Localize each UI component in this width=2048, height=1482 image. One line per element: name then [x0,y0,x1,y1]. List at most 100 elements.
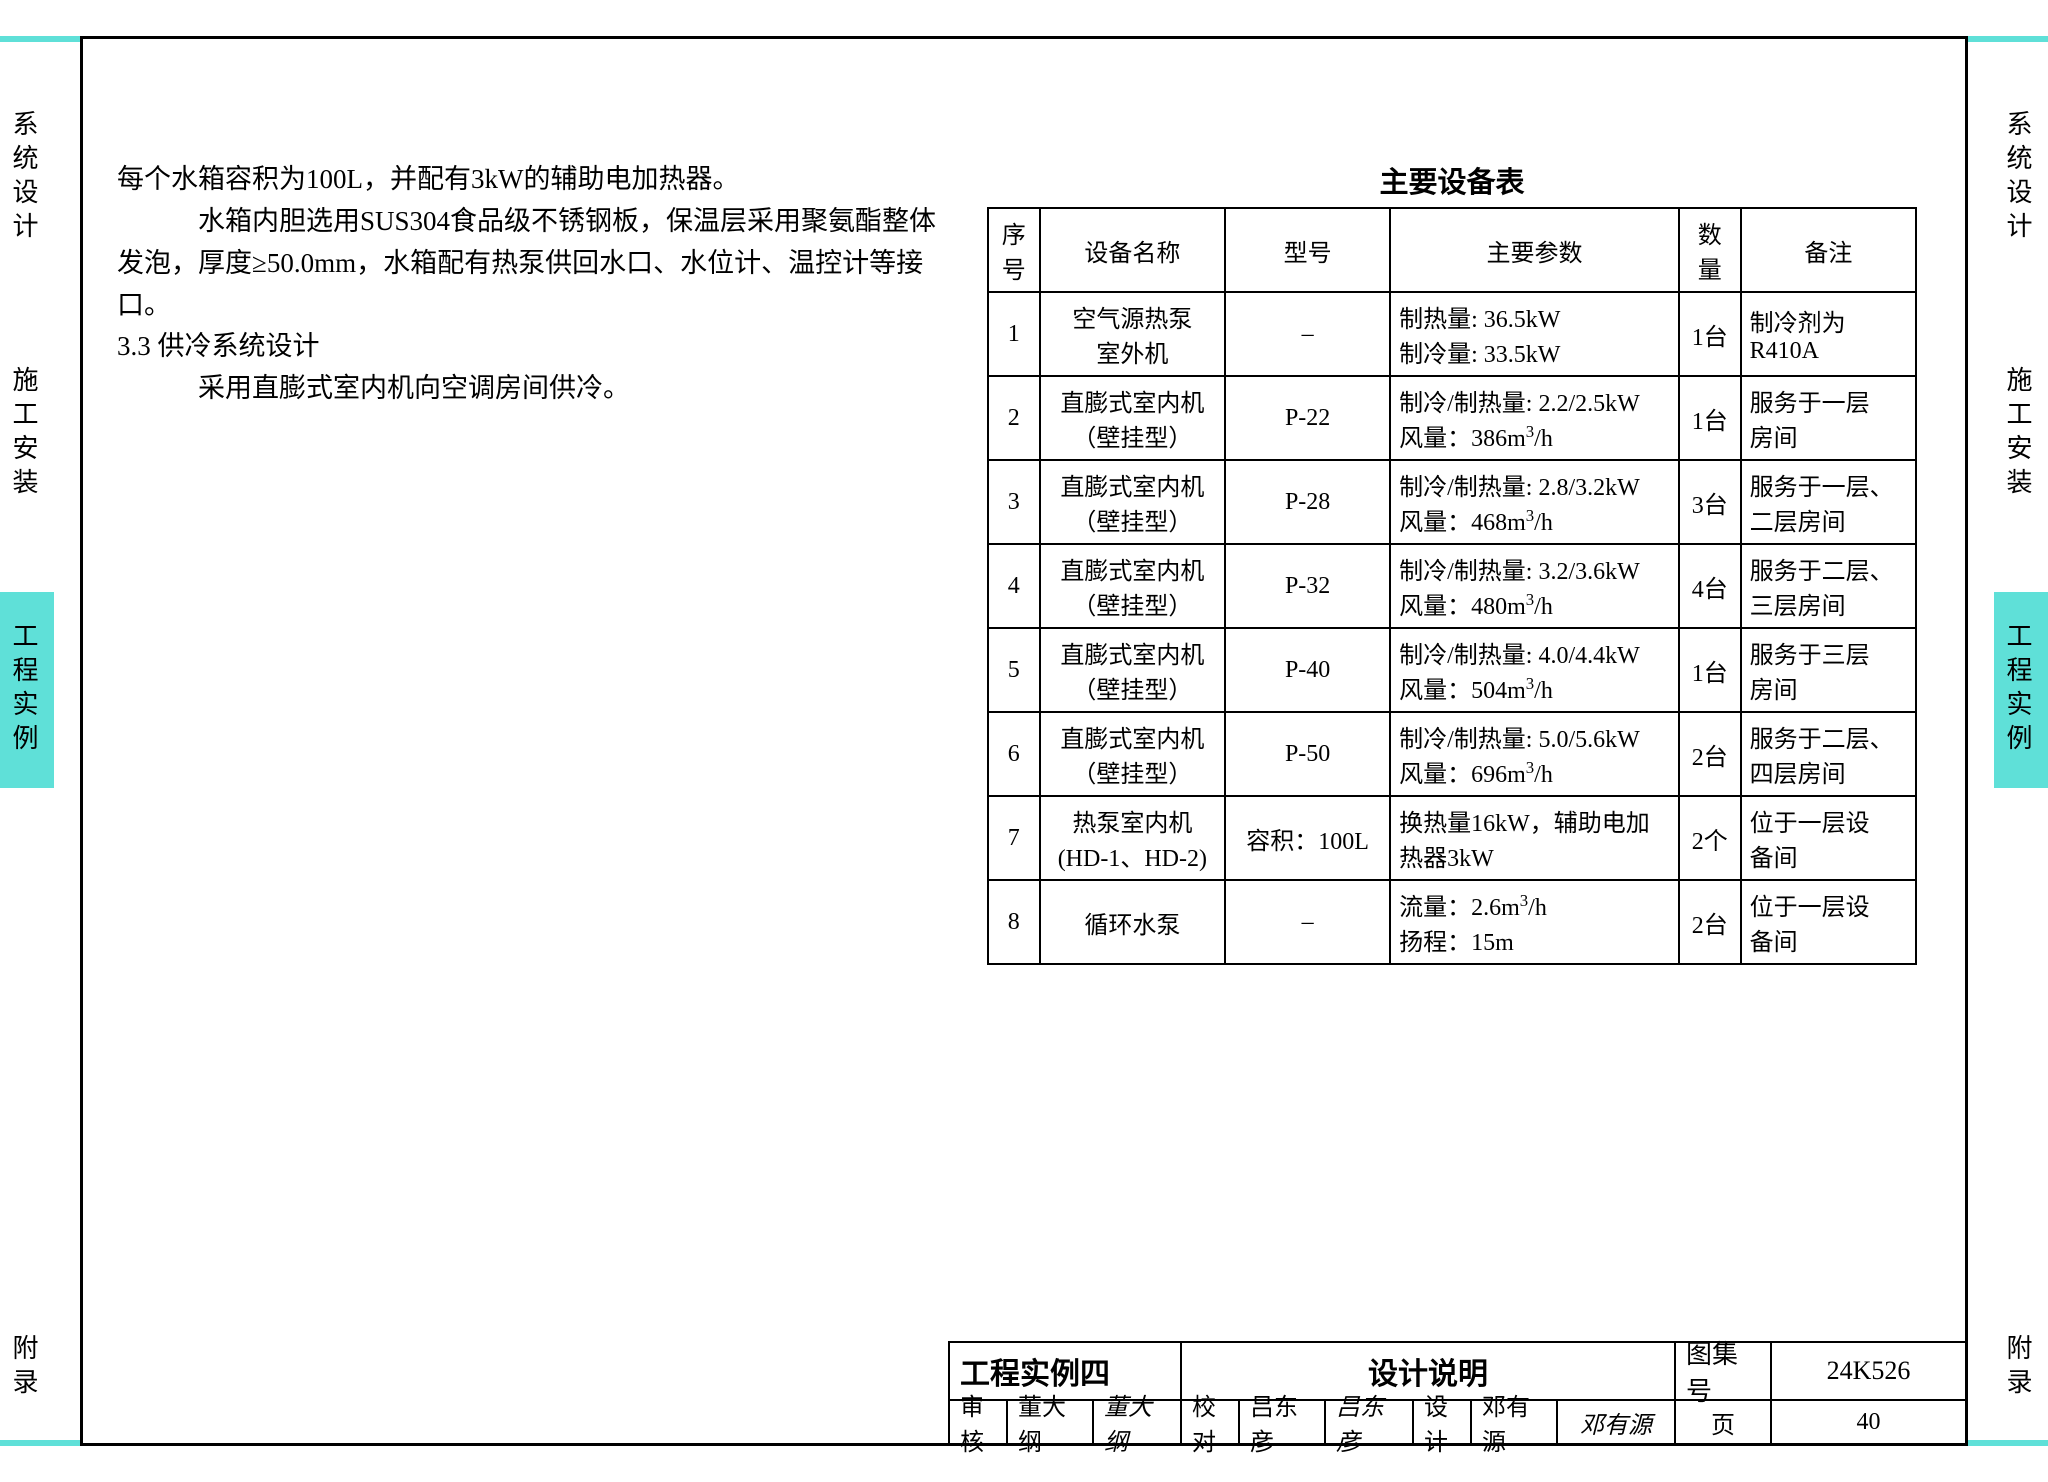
td-qty: 3台 [1679,460,1741,544]
review-name: 董大纲 [1008,1401,1094,1443]
table-row: 7热泵室内机(HD-1、HD-2)容积：100L换热量16kW，辅助电加热器3k… [988,796,1916,880]
content-area: 每个水箱容积为100L，并配有3kW的辅助电加热器。 水箱内胆选用SUS304食… [117,159,1931,410]
td-param: 流量：2.6m3/h扬程：15m [1390,880,1679,964]
td-qty: 2个 [1679,796,1741,880]
equipment-table: 序号 设备名称 型号 主要参数 数量 备注 1空气源热泵室外机–制热量: 36.… [987,207,1917,965]
td-note: 服务于一层、二层房间 [1741,460,1916,544]
th-name: 设备名称 [1040,208,1226,292]
atlas-label: 图集号 [1676,1343,1772,1401]
td-param: 换热量16kW，辅助电加热器3kW [1390,796,1679,880]
td-param: 制冷/制热量: 2.8/3.2kW风量：468m3/h [1390,460,1679,544]
td-param: 制冷/制热量: 3.2/3.6kW风量：480m3/h [1390,544,1679,628]
th-model: 型号 [1225,208,1390,292]
td-model: – [1225,880,1390,964]
td-qty: 1台 [1679,376,1741,460]
td-name: 直膨式室内机（壁挂型） [1040,544,1226,628]
td-qty: 2台 [1679,712,1741,796]
tab-engineering-case-r[interactable]: 工程实例 [1994,592,2048,788]
design-sig: 邓有源 [1558,1401,1676,1443]
td-name: 直膨式室内机（壁挂型） [1040,628,1226,712]
td-param: 制冷/制热量: 5.0/5.6kW风量：696m3/h [1390,712,1679,796]
td-seq: 7 [988,796,1040,880]
td-model: – [1225,292,1390,376]
table-row: 2直膨式室内机（壁挂型）P-22制冷/制热量: 2.2/2.5kW风量：386m… [988,376,1916,460]
td-name: 空气源热泵室外机 [1040,292,1226,376]
tab-construction[interactable]: 施工安装 [0,336,54,532]
td-name: 直膨式室内机（壁挂型） [1040,712,1226,796]
table-row: 1空气源热泵室外机–制热量: 36.5kW制冷量: 33.5kW1台制冷剂为R4… [988,292,1916,376]
table-row: 3直膨式室内机（壁挂型）P-28制冷/制热量: 2.8/3.2kW风量：468m… [988,460,1916,544]
check-name: 吕东彦 [1240,1401,1326,1443]
para-4: 采用直膨式室内机向空调房间供冷。 [117,368,937,410]
td-qty: 1台 [1679,292,1741,376]
td-param: 制冷/制热量: 2.2/2.5kW风量：386m3/h [1390,376,1679,460]
td-model: P-40 [1225,628,1390,712]
equipment-table-wrap: 主要设备表 序号 设备名称 型号 主要参数 数量 备注 1空气源热泵室外机–制热… [987,159,1917,965]
tab-engineering-case[interactable]: 工程实例 [0,592,54,788]
table-header-row: 序号 设备名称 型号 主要参数 数量 备注 [988,208,1916,292]
para-1: 每个水箱容积为100L，并配有3kW的辅助电加热器。 [117,159,937,201]
td-name: 直膨式室内机（壁挂型） [1040,460,1226,544]
crop-mark [0,36,80,42]
crop-mark [1968,1440,2048,1446]
tab-construction-r[interactable]: 施工安装 [1994,336,2048,532]
crop-mark [0,1440,80,1446]
td-param: 制冷/制热量: 4.0/4.4kW风量：504m3/h [1390,628,1679,712]
titleblock-row-2: 审核 董大纲 董大纲 校对 吕东彦 吕东彦 设计 邓有源 邓有源 页 40 [950,1401,1965,1443]
table-row: 6直膨式室内机（壁挂型）P-50制冷/制热量: 5.0/5.6kW风量：696m… [988,712,1916,796]
side-tabs-right: 系统设计 施工安装 工程实例 附录 [1994,80,2048,1432]
design-name: 邓有源 [1472,1401,1558,1443]
review-label: 审核 [950,1401,1008,1443]
tab-system-design[interactable]: 系统设计 [0,80,54,276]
td-model: P-28 [1225,460,1390,544]
td-qty: 4台 [1679,544,1741,628]
td-model: P-22 [1225,376,1390,460]
table-row: 5直膨式室内机（壁挂型）P-40制冷/制热量: 4.0/4.4kW风量：504m… [988,628,1916,712]
td-seq: 8 [988,880,1040,964]
page-no: 40 [1772,1401,1965,1443]
td-qty: 1台 [1679,628,1741,712]
side-tabs-left: 系统设计 施工安装 工程实例 附录 [0,80,54,1432]
td-seq: 3 [988,460,1040,544]
tab-appendix-r[interactable]: 附录 [1994,1304,2048,1432]
td-param: 制热量: 36.5kW制冷量: 33.5kW [1390,292,1679,376]
page-label: 页 [1676,1401,1772,1443]
para-3: 3.3 供冷系统设计 [117,326,937,368]
table-row: 4直膨式室内机（壁挂型）P-32制冷/制热量: 3.2/3.6kW风量：480m… [988,544,1916,628]
td-name: 直膨式室内机（壁挂型） [1040,376,1226,460]
para-2: 水箱内胆选用SUS304食品级不锈钢板，保温层采用聚氨酯整体发泡，厚度≥50.0… [117,201,937,327]
td-note: 服务于二层、三层房间 [1741,544,1916,628]
td-note: 位于一层设备间 [1741,880,1916,964]
title-block: 工程实例四 设计说明 图集号 24K526 审核 董大纲 董大纲 校对 吕东彦 … [948,1341,1965,1443]
td-name: 循环水泵 [1040,880,1226,964]
td-name: 热泵室内机(HD-1、HD-2) [1040,796,1226,880]
td-note: 服务于三层房间 [1741,628,1916,712]
tab-appendix[interactable]: 附录 [0,1304,54,1432]
td-model: P-32 [1225,544,1390,628]
th-param: 主要参数 [1390,208,1679,292]
td-note: 服务于一层房间 [1741,376,1916,460]
td-seq: 4 [988,544,1040,628]
td-seq: 1 [988,292,1040,376]
atlas-no: 24K526 [1772,1343,1965,1401]
table-title: 主要设备表 [987,159,1917,201]
check-sig: 吕东彦 [1326,1401,1414,1443]
td-note: 服务于二层、四层房间 [1741,712,1916,796]
td-seq: 6 [988,712,1040,796]
td-seq: 5 [988,628,1040,712]
th-qty: 数量 [1679,208,1741,292]
crop-mark [1968,36,2048,42]
td-seq: 2 [988,376,1040,460]
page-frame: 每个水箱容积为100L，并配有3kW的辅助电加热器。 水箱内胆选用SUS304食… [80,36,1968,1446]
check-label: 校对 [1182,1401,1240,1443]
table-row: 8循环水泵–流量：2.6m3/h扬程：15m2台位于一层设备间 [988,880,1916,964]
td-note: 位于一层设备间 [1741,796,1916,880]
review-sig: 董大纲 [1094,1401,1182,1443]
design-label: 设计 [1414,1401,1472,1443]
td-model: 容积：100L [1225,796,1390,880]
td-qty: 2台 [1679,880,1741,964]
tab-system-design-r[interactable]: 系统设计 [1994,80,2048,276]
td-note: 制冷剂为R410A [1741,292,1916,376]
td-model: P-50 [1225,712,1390,796]
body-text: 每个水箱容积为100L，并配有3kW的辅助电加热器。 水箱内胆选用SUS304食… [117,159,937,410]
